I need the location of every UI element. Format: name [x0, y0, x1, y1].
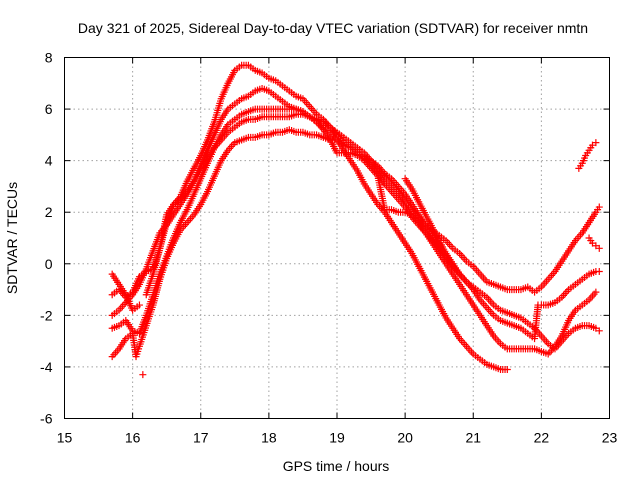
y-tick-label: 0	[45, 256, 53, 272]
series-track-6	[401, 175, 470, 286]
y-tick-label: 6	[45, 101, 53, 117]
x-tick-label: 16	[125, 430, 141, 446]
x-axis-label: GPS time / hours	[283, 458, 390, 474]
x-tick-label: 23	[602, 430, 618, 446]
y-tick-label: -4	[40, 359, 53, 375]
y-tick-label: 2	[45, 204, 53, 220]
data-point	[592, 288, 600, 296]
axis-ticks	[64, 57, 610, 419]
data-point	[595, 203, 603, 211]
x-tick-label: 18	[261, 430, 277, 446]
x-tick-label: 22	[534, 430, 550, 446]
x-tick-labels: 15 16 17 18 19 20 21 22 23	[57, 430, 618, 446]
x-tick-label: 17	[193, 430, 209, 446]
y-tick-label: -2	[40, 307, 53, 323]
chart-title: Day 321 of 2025, Sidereal Day-to-day VTE…	[78, 20, 588, 36]
data-point	[595, 244, 603, 252]
x-tick-label: 20	[397, 430, 413, 446]
y-tick-label: 4	[45, 153, 53, 169]
x-tick-label: 19	[329, 430, 345, 446]
data-point	[462, 278, 470, 286]
data-marks	[108, 61, 603, 379]
y-axis-label: SDTVAR / TECUs	[4, 182, 20, 294]
x-tick-label: 21	[465, 430, 481, 446]
y-tick-label: 8	[45, 50, 53, 66]
data-point	[135, 301, 143, 309]
series-track-2	[108, 84, 603, 353]
series-track-7	[575, 139, 603, 252]
series-track-5	[108, 110, 603, 379]
data-point	[595, 268, 603, 276]
data-point	[592, 139, 600, 147]
y-tick-labels: -6 -4 -2 0 2 4 6 8	[40, 50, 53, 427]
data-point	[139, 371, 147, 379]
y-tick-label: -6	[40, 411, 53, 427]
x-tick-label: 15	[57, 430, 73, 446]
data-point	[595, 327, 603, 335]
data-point	[503, 366, 511, 374]
